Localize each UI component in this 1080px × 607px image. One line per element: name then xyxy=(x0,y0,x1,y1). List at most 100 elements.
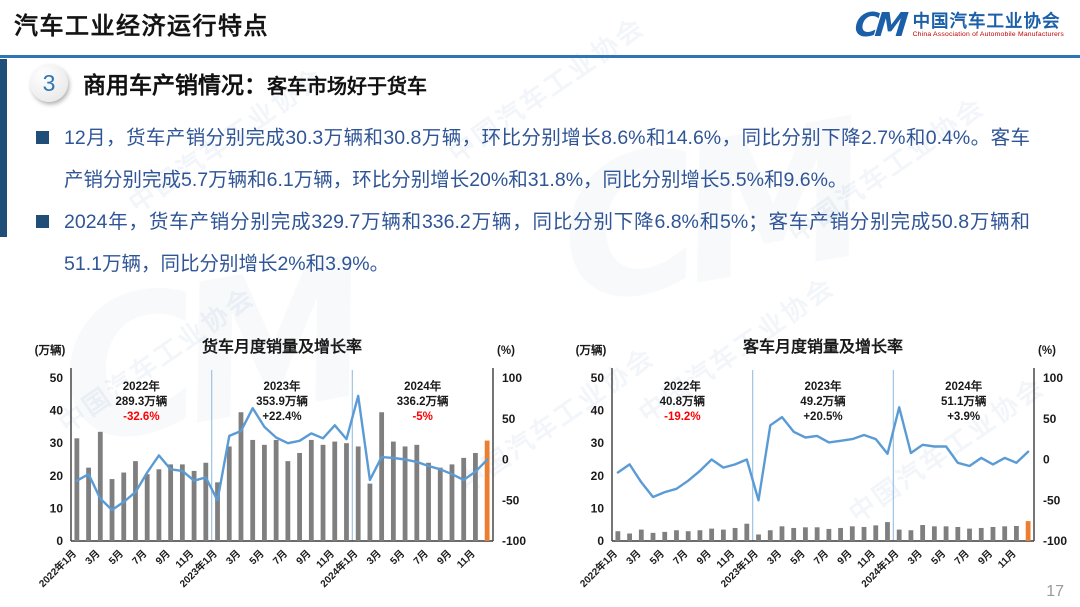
growth-line xyxy=(75,394,489,512)
sales-bar xyxy=(332,441,338,541)
x-axis-tick: 3月 xyxy=(224,548,243,567)
caam-logo: CM 中国汽车工业协会 China Association of Automob… xyxy=(852,5,1065,44)
annotation-growth: +22.4% xyxy=(262,411,301,423)
sales-bar xyxy=(943,526,949,541)
sales-bar xyxy=(662,531,668,541)
x-axis-tick: 9月 xyxy=(153,548,172,567)
annotation-total: 51.1万辆 xyxy=(941,394,987,408)
annotation-growth: -32.6% xyxy=(123,411,159,423)
annotation-year: 2024年 xyxy=(404,379,442,393)
sales-bar xyxy=(908,530,914,541)
sales-bar xyxy=(685,531,691,541)
annotation-total: 289.3万辆 xyxy=(115,394,167,408)
annotation-growth: +3.9% xyxy=(947,411,980,423)
x-axis-tick: 5月 xyxy=(788,548,807,567)
sales-bar xyxy=(931,526,937,541)
sales-bar xyxy=(133,461,138,541)
right-axis-tick: 100 xyxy=(502,371,522,385)
annotation-year: 2024年 xyxy=(945,379,983,393)
sales-bar xyxy=(885,522,890,541)
x-axis-tick: 5月 xyxy=(647,548,666,567)
sales-bar xyxy=(791,527,797,541)
sales-bar xyxy=(297,452,302,541)
sales-bar xyxy=(461,457,467,541)
sales-bar xyxy=(390,441,396,541)
annotation-total: 40.8万辆 xyxy=(660,394,706,408)
sales-bar xyxy=(367,483,373,541)
annotation-growth: +20.5% xyxy=(803,411,842,423)
section-number-badge: 3 xyxy=(30,64,68,102)
sales-bar xyxy=(967,528,972,541)
left-axis-tick: 30 xyxy=(591,436,605,450)
left-axis-tick: 50 xyxy=(591,371,605,385)
sales-bar xyxy=(873,525,879,541)
bus-monthly-chart: 客车月度销量及增长率 (万辆) (%) 0 10 20 30 40 50 -100 -50 0 50 10… xyxy=(576,337,1068,590)
bullet-square-icon xyxy=(36,214,49,228)
sales-bar xyxy=(355,446,361,541)
x-axis-tick: 9月 xyxy=(294,548,313,567)
truck-monthly-chart: 货车月度销量及增长率 (万辆) (%) 0 10 20 30 40 50 -100 -50 0 50 10… xyxy=(35,337,527,590)
sales-bar xyxy=(179,464,185,541)
x-axis-tick: 5月 xyxy=(247,548,266,567)
left-accent-strip xyxy=(0,59,7,237)
bullet-text: 12月，货车产销分别完成30.3万辆和30.8万辆，环比分别增长8.6%和14.… xyxy=(64,127,1030,191)
sales-bar xyxy=(215,482,220,541)
header-divider xyxy=(0,55,1080,58)
sales-bar xyxy=(203,462,209,541)
logo-org-name-cn: 中国汽车工业协会 xyxy=(912,10,1061,31)
right-axis-tick: 50 xyxy=(502,412,516,426)
sales-bar xyxy=(86,467,91,541)
sales-bar xyxy=(697,530,703,541)
x-axis-tick: 5月 xyxy=(388,548,407,567)
sales-bar xyxy=(226,446,232,541)
list-item: 2024年，货车产销分别完成329.7万辆和336.2万辆，同比分别下降6.8%… xyxy=(36,202,1030,286)
sales-bar xyxy=(285,461,291,541)
annotation-total: 353.9万辆 xyxy=(256,394,308,408)
x-axis-tick: 3月 xyxy=(905,548,924,567)
bullet-list: 12月，货车产销分别完成30.3万辆和30.8万辆，环比分别增长8.6%和14.… xyxy=(36,118,1030,286)
sales-bar xyxy=(826,528,832,541)
logo-org-name-en: China Association of Automobile Manufact… xyxy=(912,30,1064,38)
sales-bar xyxy=(238,412,244,541)
left-axis-tick: 50 xyxy=(50,371,64,385)
x-axis-tick: 9月 xyxy=(976,548,995,567)
annotation-growth: -5% xyxy=(412,411,432,423)
charts-row: 货车月度销量及增长率 (万辆) (%) 0 10 20 30 40 50 -100 -50 0 50 10… xyxy=(24,332,1070,602)
sales-bar xyxy=(426,462,431,541)
chart-title: 客车月度销量及增长率 xyxy=(743,337,903,356)
left-axis-unit: (万辆) xyxy=(576,343,607,357)
bullet-square-icon xyxy=(36,131,49,144)
chart-title: 货车月度销量及增长率 xyxy=(202,337,362,356)
sales-bar xyxy=(978,527,984,541)
section-subtitle: 客车市场好于货车 xyxy=(267,76,427,98)
sales-bar xyxy=(191,470,197,541)
x-axis-tick: 5月 xyxy=(106,548,125,567)
right-axis-tick: 0 xyxy=(502,453,509,467)
sales-bar xyxy=(344,443,349,541)
right-axis-tick: -100 xyxy=(1043,534,1067,548)
sales-bar xyxy=(449,464,455,541)
sales-bar xyxy=(779,526,785,541)
x-axis-tick: 2022年1月 xyxy=(577,547,620,590)
sales-bar xyxy=(920,525,926,541)
section-heading: 3 商用车产销情况： 客车市场好于货车 xyxy=(30,64,427,102)
x-axis-tick: 7月 xyxy=(130,548,149,567)
left-axis-tick: 0 xyxy=(56,534,63,548)
sales-bar xyxy=(308,439,314,541)
x-axis-tick: 3月 xyxy=(364,548,383,567)
sales-bar xyxy=(1025,521,1031,541)
x-axis-tick: 5月 xyxy=(929,548,948,567)
right-axis-tick: -100 xyxy=(502,534,526,548)
x-axis-tick: 9月 xyxy=(694,548,713,567)
sales-bar xyxy=(615,531,621,541)
sales-bar xyxy=(473,452,478,541)
sales-bar xyxy=(896,529,902,541)
sales-bar xyxy=(320,444,326,541)
left-axis-unit: (万辆) xyxy=(35,343,66,357)
sales-bar xyxy=(414,444,420,541)
bullet-text: 2024年，货车产销分别完成329.7万辆和336.2万辆，同比分别下降6.8%… xyxy=(64,210,1030,275)
sales-bar xyxy=(838,527,843,541)
right-axis-unit: (%) xyxy=(497,345,515,357)
right-axis-tick: -50 xyxy=(1043,493,1061,507)
sales-bar xyxy=(273,439,279,541)
